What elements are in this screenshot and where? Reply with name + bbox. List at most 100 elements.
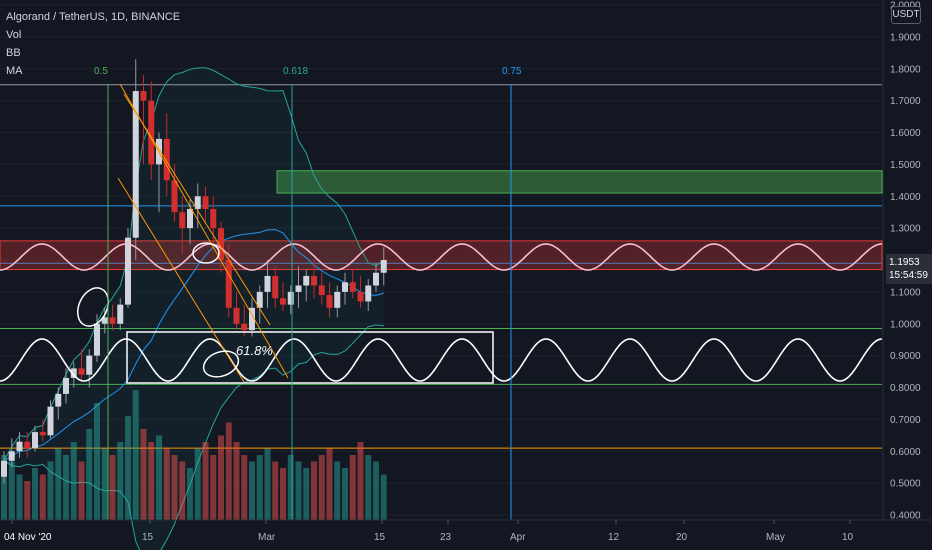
indicator-bb[interactable]: BB <box>6 47 21 59</box>
candle-body <box>86 355 93 375</box>
highlight-ellipse <box>77 287 109 327</box>
volume-bar <box>365 455 372 520</box>
price-tick-label: 1.0000 <box>890 319 921 330</box>
fib-label-0.618: 0.618 <box>283 66 309 77</box>
price-tick-label: 1.1000 <box>890 287 921 298</box>
upper-cycle-wave <box>0 243 883 271</box>
volume-bar <box>140 429 147 520</box>
currency-unit-button[interactable]: USDT <box>891 6 921 24</box>
candle-body <box>1 460 7 477</box>
candle-body <box>94 323 100 356</box>
fib-time-lines <box>107 84 512 520</box>
candle-body <box>125 237 131 305</box>
volume-bar <box>373 461 379 520</box>
candle-body <box>241 323 248 331</box>
fib-label-0.75: 0.75 <box>502 66 522 77</box>
candle-body <box>63 377 69 394</box>
candles <box>1 59 387 484</box>
date-tick-label: 23 <box>440 532 452 543</box>
price-tick-label: 1.5000 <box>890 160 921 171</box>
candle-body <box>163 138 170 181</box>
volume-bar <box>70 442 77 520</box>
candle-body <box>272 275 279 299</box>
bar-countdown: 15:54:59 <box>889 270 928 281</box>
candle-body <box>101 317 108 324</box>
candle-body <box>318 285 325 296</box>
candle-body <box>287 291 294 305</box>
date-tick-label: 12 <box>608 532 620 543</box>
fib-trend-line <box>117 177 245 383</box>
highlight-ellipse <box>192 242 220 264</box>
volume-bar <box>55 448 62 520</box>
chart-grid <box>0 4 882 516</box>
time-axis[interactable]: 04 Nov '20 15 Mar 15 23 Apr 12 20 May 10 <box>0 519 932 543</box>
fib-trend-line <box>119 83 289 379</box>
candle-body <box>373 272 379 286</box>
price-tick-label: 1.6000 <box>890 128 921 139</box>
volume-bar <box>16 474 23 520</box>
volume-bar <box>280 468 286 520</box>
candle-body <box>326 295 333 308</box>
volume-bar <box>349 455 356 520</box>
volume-bar <box>311 461 317 520</box>
volume-bar <box>241 455 248 520</box>
volume-bar <box>218 435 224 520</box>
symbol-title: Algorand / TetherUS, 1D, BINANCE <box>6 11 184 23</box>
candle-body <box>264 275 271 292</box>
candle-body <box>357 291 364 302</box>
volume-bar <box>380 474 387 520</box>
volume-bar <box>249 461 255 520</box>
trend-drawings <box>77 83 494 384</box>
candle-body <box>225 260 232 308</box>
candle-body <box>47 406 54 436</box>
volume-bar <box>148 442 155 520</box>
candle-body <box>202 196 209 209</box>
price-tick-label: 1.7000 <box>890 96 921 107</box>
candle-body <box>140 91 147 101</box>
price-tick-label: 0.6000 <box>890 447 921 458</box>
volume-bar <box>39 474 46 520</box>
indicator-vol[interactable]: Vol <box>6 29 22 41</box>
volume-bar <box>342 468 348 520</box>
volume-bar <box>179 461 186 520</box>
volume-bar <box>210 455 217 520</box>
volume-bar <box>194 448 201 520</box>
candle-body <box>280 298 286 305</box>
volume-bar <box>225 422 232 520</box>
highlight-ellipse <box>202 350 240 378</box>
price-tick-label: 1.3000 <box>890 224 921 235</box>
supply-zone <box>0 240 883 271</box>
candle-body <box>55 393 62 407</box>
indicator-ma[interactable]: MA <box>6 65 23 77</box>
candle-body <box>295 285 302 292</box>
volume-bar <box>303 468 310 520</box>
volume-bars <box>1 390 387 520</box>
date-tick-label: May <box>766 532 785 543</box>
candle-body <box>249 307 255 331</box>
fib-annotation: 61.8% <box>236 343 273 358</box>
volume-bar <box>47 461 54 520</box>
candle-body <box>334 291 341 308</box>
current-price: 1.1953 <box>889 257 920 268</box>
date-tick-label: Apr <box>510 532 526 543</box>
bb-upper <box>3 67 385 462</box>
volume-bar <box>94 403 100 520</box>
volume-bar <box>318 455 325 520</box>
volume-bar <box>32 468 38 520</box>
volume-bar <box>264 448 271 520</box>
price-zones <box>0 170 883 271</box>
volume-bar <box>171 455 178 520</box>
volume-bar <box>101 448 108 520</box>
current-price-label: 1.1953 15:54:59 <box>886 254 932 284</box>
price-tick-label: 1.9000 <box>890 32 921 43</box>
price-tick-label: 0.5000 <box>890 479 921 490</box>
date-tick-label: 04 Nov '20 <box>4 532 52 543</box>
volume-bar <box>163 448 170 520</box>
candle-body <box>349 282 356 292</box>
volume-bar <box>109 455 116 520</box>
candle-body <box>171 180 178 213</box>
fib-label-0.5: 0.5 <box>94 66 108 77</box>
volume-bar <box>125 416 131 520</box>
candle-body <box>187 209 193 229</box>
